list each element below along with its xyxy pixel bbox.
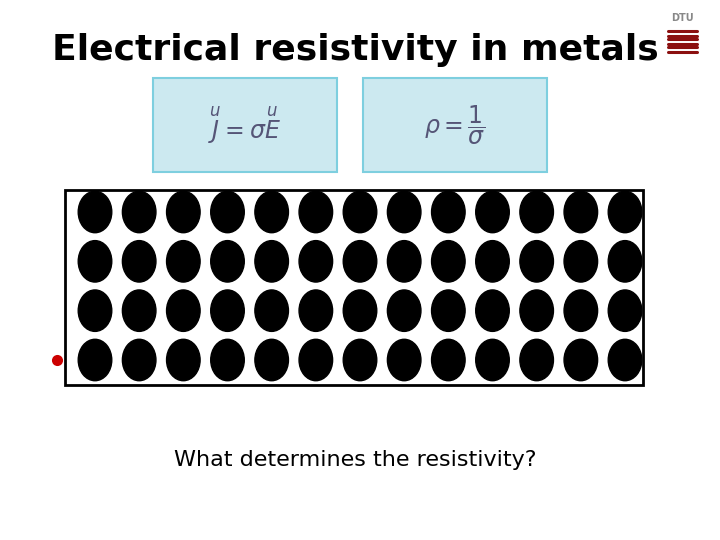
Ellipse shape: [122, 339, 156, 381]
Ellipse shape: [476, 241, 509, 282]
Ellipse shape: [431, 290, 465, 332]
Ellipse shape: [299, 339, 333, 381]
Ellipse shape: [520, 241, 554, 282]
Ellipse shape: [608, 339, 642, 381]
Ellipse shape: [255, 191, 289, 233]
Ellipse shape: [299, 241, 333, 282]
Ellipse shape: [564, 290, 598, 332]
Ellipse shape: [564, 339, 598, 381]
Ellipse shape: [255, 339, 289, 381]
Ellipse shape: [608, 290, 642, 332]
Ellipse shape: [299, 191, 333, 233]
Text: $\mathit{\overset{u}{J}} = \sigma\mathit{\overset{u}{E}}$: $\mathit{\overset{u}{J}} = \sigma\mathit…: [208, 104, 282, 146]
Text: $\rho = \dfrac{1}{\sigma}$: $\rho = \dfrac{1}{\sigma}$: [424, 103, 486, 147]
Ellipse shape: [387, 191, 421, 233]
Ellipse shape: [78, 191, 112, 233]
Ellipse shape: [520, 339, 554, 381]
Ellipse shape: [166, 290, 200, 332]
Ellipse shape: [608, 241, 642, 282]
Ellipse shape: [476, 290, 509, 332]
Ellipse shape: [78, 290, 112, 332]
Ellipse shape: [431, 191, 465, 233]
Ellipse shape: [166, 241, 200, 282]
Ellipse shape: [211, 290, 244, 332]
Ellipse shape: [564, 241, 598, 282]
Ellipse shape: [387, 339, 421, 381]
Ellipse shape: [122, 191, 156, 233]
Ellipse shape: [166, 339, 200, 381]
Ellipse shape: [211, 339, 244, 381]
Ellipse shape: [78, 241, 112, 282]
Ellipse shape: [255, 241, 289, 282]
Ellipse shape: [387, 241, 421, 282]
Ellipse shape: [476, 191, 509, 233]
FancyBboxPatch shape: [153, 78, 337, 172]
Text: What determines the resistivity?: What determines the resistivity?: [174, 450, 536, 470]
Ellipse shape: [122, 241, 156, 282]
Ellipse shape: [122, 290, 156, 332]
Ellipse shape: [520, 290, 554, 332]
Ellipse shape: [166, 191, 200, 233]
Text: DTU: DTU: [671, 13, 693, 23]
Ellipse shape: [387, 290, 421, 332]
Text: Electrical resistivity in metals: Electrical resistivity in metals: [52, 33, 658, 67]
Ellipse shape: [78, 339, 112, 381]
Ellipse shape: [476, 339, 509, 381]
Ellipse shape: [343, 241, 377, 282]
Ellipse shape: [211, 191, 244, 233]
Ellipse shape: [431, 339, 465, 381]
FancyBboxPatch shape: [363, 78, 547, 172]
Ellipse shape: [343, 191, 377, 233]
Ellipse shape: [564, 191, 598, 233]
Ellipse shape: [343, 290, 377, 332]
Ellipse shape: [343, 339, 377, 381]
Ellipse shape: [431, 241, 465, 282]
Ellipse shape: [211, 241, 244, 282]
Ellipse shape: [299, 290, 333, 332]
Ellipse shape: [520, 191, 554, 233]
Ellipse shape: [608, 191, 642, 233]
Bar: [65, 190, 643, 385]
Ellipse shape: [255, 290, 289, 332]
